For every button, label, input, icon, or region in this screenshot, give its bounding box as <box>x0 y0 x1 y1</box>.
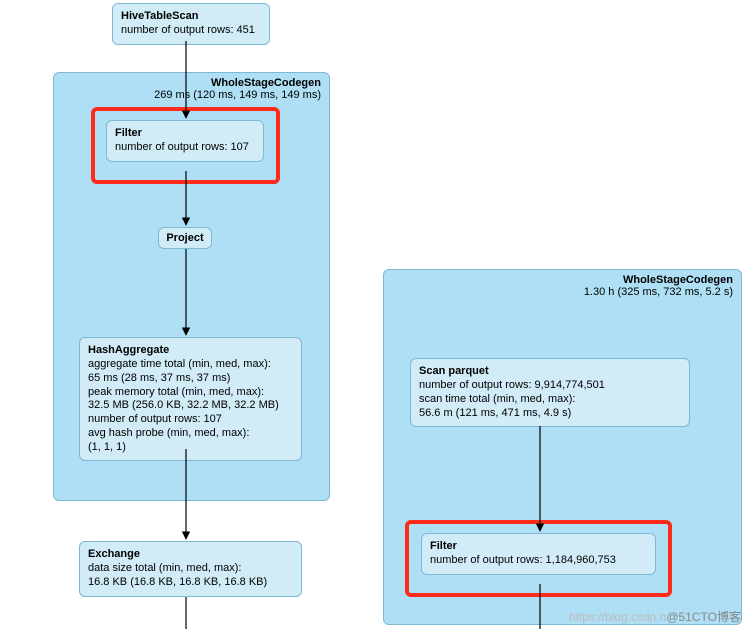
exchange-node: Exchange data size total (min, med, max)… <box>79 541 302 597</box>
node-body: number of output rows: 451 <box>121 24 261 38</box>
node-body: number of output rows: 9,914,774,501 sca… <box>419 379 681 420</box>
right-filter-node: Filter number of output rows: 1,184,960,… <box>421 533 656 575</box>
watermark: https://blog.csdn.n@51CTO博客 <box>569 608 741 625</box>
node-title: Filter <box>115 127 255 139</box>
project-node: Project <box>158 227 212 249</box>
node-title: HashAggregate <box>88 344 293 356</box>
node-title: Scan parquet <box>419 365 681 377</box>
left-filter-node: Filter number of output rows: 107 <box>106 120 264 162</box>
watermark-strong: @51CTO博客 <box>666 610 741 624</box>
node-body: number of output rows: 1,184,960,753 <box>430 554 647 568</box>
node-body: data size total (min, med, max): 16.8 KB… <box>88 562 293 590</box>
node-title: HiveTableScan <box>121 10 261 22</box>
hash-aggregate-node: HashAggregate aggregate time total (min,… <box>79 337 302 461</box>
node-title: Filter <box>430 540 647 552</box>
node-body: number of output rows: 107 <box>115 141 255 155</box>
stage-header: WholeStageCodegen 269 ms (120 ms, 149 ms… <box>154 77 321 101</box>
node-body: aggregate time total (min, med, max): 65… <box>88 358 293 454</box>
stage-header: WholeStageCodegen 1.30 h (325 ms, 732 ms… <box>584 274 733 298</box>
stage-subtitle: 1.30 h (325 ms, 732 ms, 5.2 s) <box>584 286 733 298</box>
node-title: Exchange <box>88 548 293 560</box>
stage-subtitle: 269 ms (120 ms, 149 ms, 149 ms) <box>154 89 321 101</box>
hive-table-scan-node: HiveTableScan number of output rows: 451 <box>112 3 270 45</box>
stage-title: WholeStageCodegen <box>584 274 733 286</box>
scan-parquet-node: Scan parquet number of output rows: 9,91… <box>410 358 690 427</box>
watermark-faint: https://blog.csdn.n <box>569 610 666 624</box>
stage-title: WholeStageCodegen <box>154 77 321 89</box>
node-title: Project <box>165 232 205 244</box>
